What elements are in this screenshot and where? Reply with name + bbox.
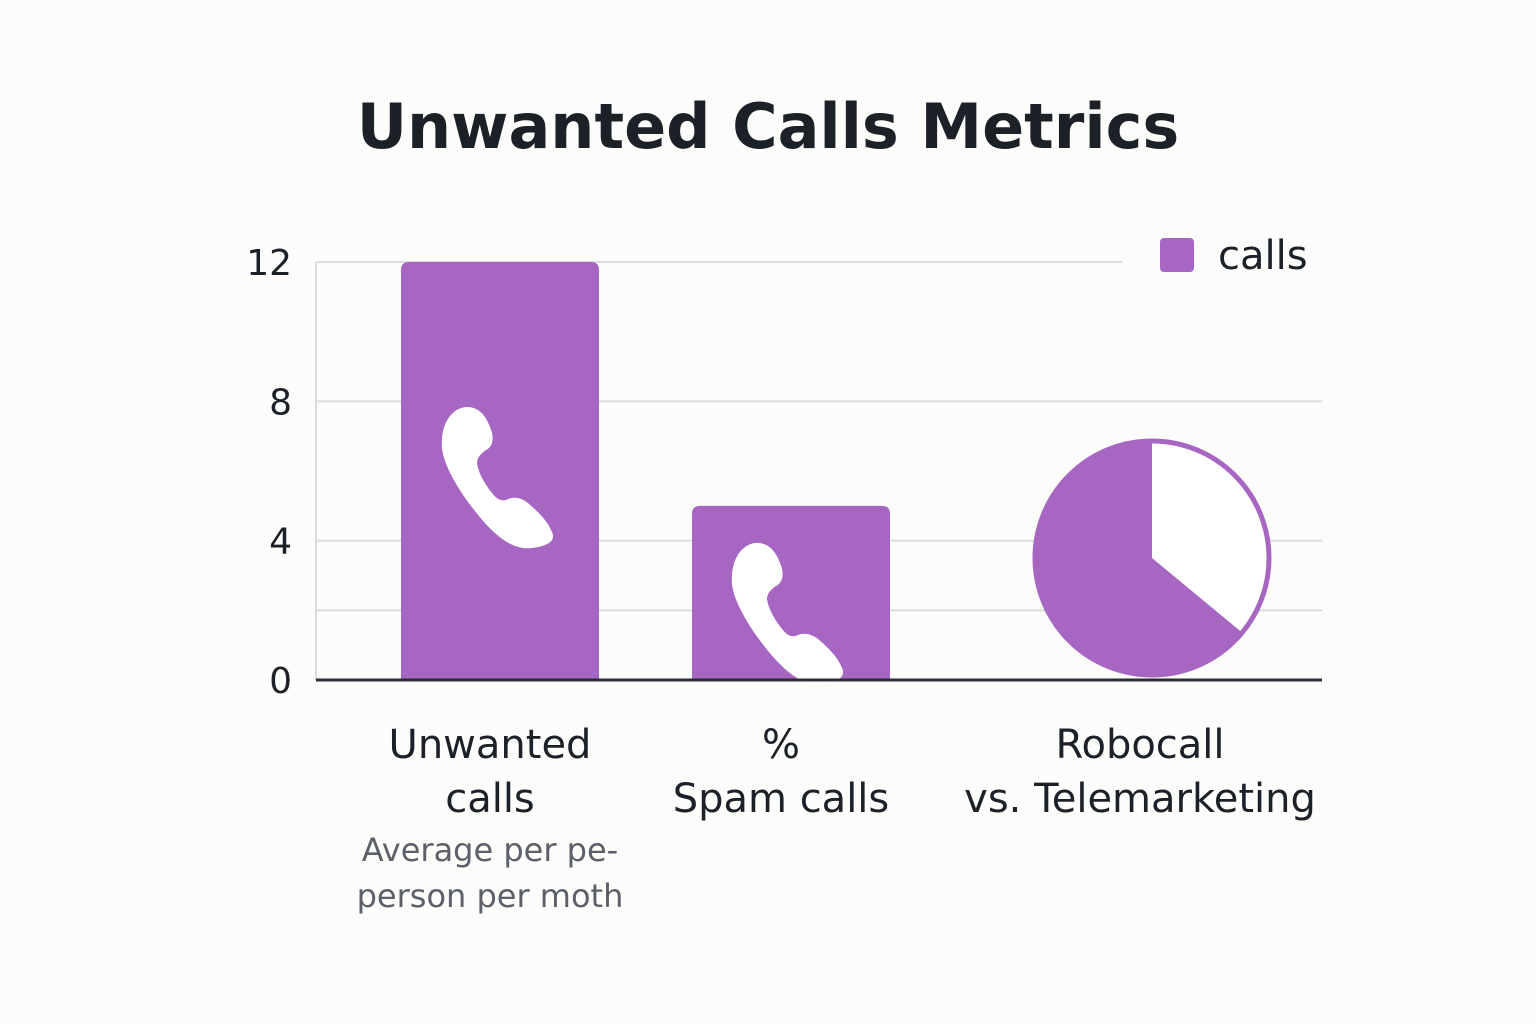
phone-icon xyxy=(441,407,554,549)
category-label: Unwanted xyxy=(389,722,592,768)
phone-icon xyxy=(731,542,844,685)
y-tick-label: 12 xyxy=(246,243,292,284)
category-label: % xyxy=(762,722,800,768)
y-tick-label: 4 xyxy=(269,522,292,563)
legend-swatch xyxy=(1160,238,1194,272)
chart-title: Unwanted Calls Metrics xyxy=(357,90,1180,163)
legend-label: calls xyxy=(1218,233,1308,279)
category-label: calls xyxy=(445,776,535,822)
category-label: Robocall xyxy=(1055,722,1224,768)
category-label: Spam calls xyxy=(673,776,890,822)
chart-marks xyxy=(316,262,1322,685)
category-sublabel: person per moth xyxy=(357,877,624,915)
category-label: vs. Telemarketing xyxy=(964,776,1316,822)
y-axis-ticks: 0 4 8 12 xyxy=(246,243,292,702)
category-labels: Unwanted calls Average per pe-person per m… xyxy=(357,722,1316,915)
y-tick-label: 0 xyxy=(269,661,292,702)
y-tick-label: 8 xyxy=(269,382,292,423)
bar xyxy=(692,505,890,680)
bar xyxy=(401,262,599,680)
category-sublabel: Average per pe- xyxy=(362,831,618,869)
legend: calls xyxy=(1160,233,1308,279)
pie-slice xyxy=(1035,441,1243,675)
